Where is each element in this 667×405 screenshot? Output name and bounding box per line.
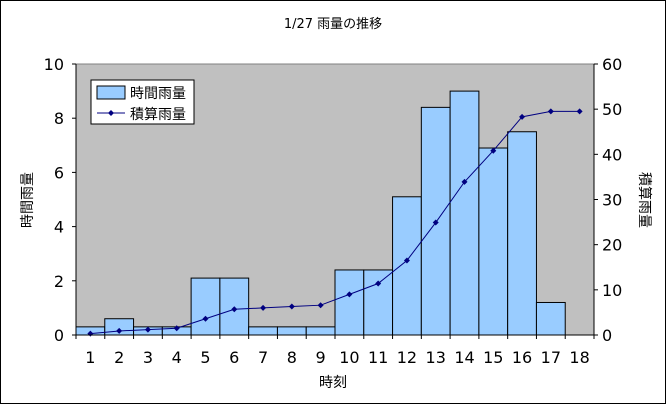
left-tick-label: 8 bbox=[54, 109, 64, 128]
line-point-hour-11 bbox=[375, 280, 382, 287]
left-axis-ticks: 0 2 4 6 8 10 bbox=[44, 55, 76, 345]
left-tick-label: 0 bbox=[54, 326, 64, 345]
line-point-hour-16 bbox=[519, 113, 526, 120]
legend: 時間雨量 積算雨量 bbox=[90, 79, 195, 125]
x-axis-title: 時刻 bbox=[319, 375, 347, 391]
x-tick-label: 12 bbox=[397, 348, 417, 367]
bar-hour-14 bbox=[449, 90, 480, 336]
right-tick-label: 20 bbox=[602, 236, 622, 255]
x-tick-label: 3 bbox=[143, 348, 153, 367]
left-tick-label: 4 bbox=[54, 218, 64, 237]
right-tick-label: 10 bbox=[602, 281, 622, 300]
right-tick-label: 50 bbox=[602, 100, 622, 119]
left-tick-label: 2 bbox=[54, 272, 64, 291]
x-tick-label: 9 bbox=[316, 348, 326, 367]
right-tick-label: 60 bbox=[602, 55, 622, 74]
bar-hour-9 bbox=[305, 326, 336, 336]
x-tick-label: 14 bbox=[454, 348, 474, 367]
line-point-hour-6 bbox=[231, 306, 238, 313]
x-tick-label: 17 bbox=[541, 348, 561, 367]
left-tick-label: 6 bbox=[54, 163, 64, 182]
line-point-hour-2 bbox=[116, 327, 123, 334]
bar-hour-12 bbox=[392, 196, 422, 336]
bar-hour-8 bbox=[276, 326, 307, 336]
right-axis-ticks: 0 10 20 30 40 50 60 bbox=[594, 55, 622, 345]
x-tick-label: 5 bbox=[200, 348, 210, 367]
bar-hour-11 bbox=[363, 269, 394, 336]
x-tick-label: 18 bbox=[569, 348, 589, 367]
line-point-hour-12 bbox=[403, 257, 410, 264]
x-tick-label: 10 bbox=[339, 348, 359, 367]
x-tick-label: 2 bbox=[114, 348, 124, 367]
legend-bar-swatch bbox=[96, 85, 126, 100]
line-point-hour-9 bbox=[317, 302, 324, 309]
left-axis-title: 時間雨量 bbox=[20, 172, 36, 228]
x-tick-label: 15 bbox=[483, 348, 503, 367]
x-tick-label: 16 bbox=[512, 348, 532, 367]
bar-hour-17 bbox=[535, 301, 566, 336]
x-axis-ticks: 1 2 3 4 5 6 7 8 9 10 11 12 13 14 15 16 17 18 bbox=[75, 335, 595, 367]
line-point-hour-5 bbox=[202, 315, 209, 322]
line-point-hour-18 bbox=[576, 108, 583, 115]
right-tick-label: 40 bbox=[602, 145, 622, 164]
bar-hour-7 bbox=[248, 326, 278, 336]
right-tick-label: 0 bbox=[602, 326, 612, 345]
line-point-hour-7 bbox=[260, 304, 267, 311]
line-point-hour-13 bbox=[432, 219, 439, 226]
bar-hour-16 bbox=[507, 131, 537, 336]
bar-hour-10 bbox=[334, 269, 365, 336]
chart-title: 1/27 雨量の推移 bbox=[284, 17, 382, 32]
line-point-hour-8 bbox=[288, 303, 295, 310]
line-point-hour-14 bbox=[461, 178, 468, 185]
right-tick-label: 30 bbox=[602, 191, 622, 210]
legend-line-marker bbox=[108, 110, 114, 116]
line-point-hour-10 bbox=[346, 291, 353, 298]
line-point-hour-4 bbox=[173, 325, 180, 332]
line-point-hour-17 bbox=[547, 108, 554, 115]
right-axis-title: 積算雨量 bbox=[636, 172, 652, 228]
legend-bar-label: 時間雨量 bbox=[130, 86, 186, 102]
line-series bbox=[87, 108, 583, 337]
line-point-hour-3 bbox=[144, 326, 151, 333]
bar-hour-6 bbox=[219, 277, 250, 336]
bar-hour-15 bbox=[478, 147, 509, 336]
x-tick-label: 4 bbox=[172, 348, 182, 367]
line-point-hour-15 bbox=[490, 147, 497, 154]
cumulative-line bbox=[90, 110, 580, 335]
legend-line-label: 積算雨量 bbox=[130, 107, 186, 123]
x-tick-label: 11 bbox=[368, 348, 388, 367]
left-tick-label: 10 bbox=[44, 55, 64, 74]
x-tick-label: 8 bbox=[287, 348, 297, 367]
x-tick-label: 7 bbox=[258, 348, 268, 367]
x-tick-label: 1 bbox=[85, 348, 95, 367]
bar-hour-5 bbox=[190, 277, 221, 336]
x-tick-label: 6 bbox=[229, 348, 239, 367]
x-tick-label: 13 bbox=[426, 348, 446, 367]
